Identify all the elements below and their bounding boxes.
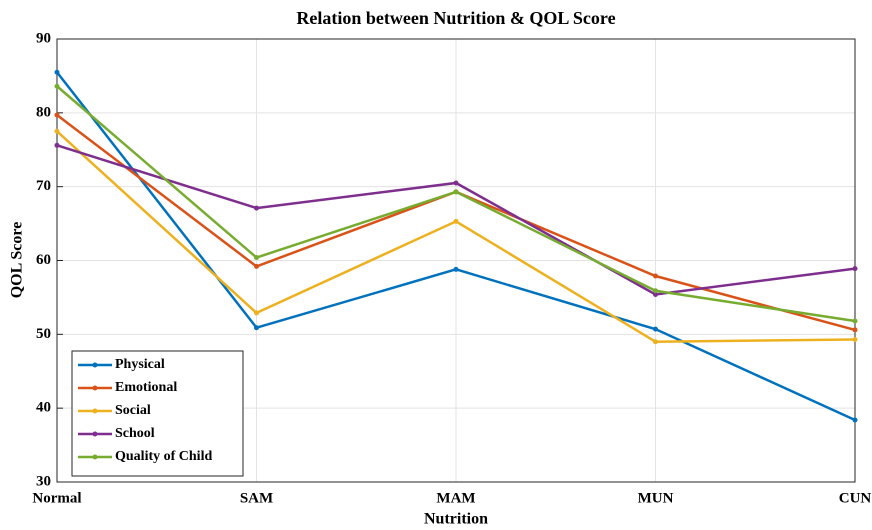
legend-label: School <box>115 426 155 441</box>
x-tick-label: Normal <box>32 490 81 506</box>
legend-marker <box>92 431 98 437</box>
data-point <box>852 417 858 423</box>
data-point <box>453 180 459 186</box>
data-point <box>453 266 459 272</box>
data-point <box>54 83 60 89</box>
y-tick-label: 60 <box>36 252 51 268</box>
legend-marker <box>92 362 98 368</box>
data-point <box>254 325 259 331</box>
data-point <box>852 266 858 272</box>
x-tick-label: SAM <box>240 490 273 506</box>
legend-label: Social <box>115 403 151 418</box>
legend: Physical Emotional Social School Quality of … <box>71 350 244 477</box>
y-tick-label: 50 <box>36 326 51 342</box>
data-point <box>453 218 459 224</box>
data-point <box>653 288 658 294</box>
data-point <box>852 337 858 343</box>
data-point <box>852 318 858 324</box>
data-point <box>54 69 60 75</box>
x-tick-label: MUN <box>638 490 674 506</box>
data-point <box>254 310 259 316</box>
data-point <box>653 291 658 297</box>
y-axis-label: QOL Score <box>9 222 26 299</box>
legend-marker <box>92 408 98 414</box>
y-tick-label: 40 <box>36 400 51 416</box>
y-tick-label: 70 <box>36 178 51 194</box>
data-point <box>852 327 858 333</box>
legend-marker <box>92 385 98 391</box>
data-point <box>54 142 60 148</box>
data-point <box>254 205 259 211</box>
data-point <box>254 263 259 269</box>
chart-title: Relation between Nutrition & QOL Score <box>296 8 615 28</box>
x-axis-label: Nutrition <box>424 511 488 528</box>
y-tick-label: 80 <box>36 104 51 120</box>
legend-label: Emotional <box>115 380 177 395</box>
data-point <box>54 128 60 134</box>
legend-marker <box>92 454 98 460</box>
x-tick-label: MAM <box>436 490 475 506</box>
x-tick-label: CUN <box>839 490 872 506</box>
data-point <box>453 189 459 195</box>
legend-box <box>71 350 244 477</box>
data-point <box>254 255 259 261</box>
legend-label: Physical <box>115 357 165 372</box>
data-point <box>653 339 658 345</box>
data-point <box>54 112 60 118</box>
legend-label: Quality of Child <box>115 449 212 464</box>
data-point <box>653 326 658 332</box>
plot-frame <box>56 38 856 483</box>
y-tick-label: 30 <box>36 473 51 489</box>
y-tick-label: 90 <box>36 30 51 46</box>
data-point <box>653 273 658 279</box>
